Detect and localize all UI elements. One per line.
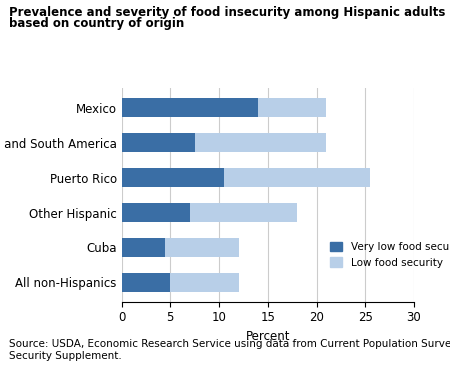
Bar [224, 168, 370, 187]
Bar [122, 203, 190, 222]
Bar [122, 98, 258, 117]
Text: based on country of origin: based on country of origin [9, 17, 184, 29]
Legend: Very low food security, Low food security: Very low food security, Low food securit… [326, 238, 450, 272]
Bar [122, 273, 170, 292]
Bar [194, 133, 326, 152]
Bar [170, 273, 238, 292]
Bar [122, 238, 166, 257]
Bar [122, 133, 194, 152]
X-axis label: Percent: Percent [246, 330, 290, 343]
Bar [190, 203, 297, 222]
Bar [166, 238, 238, 257]
Text: Prevalence and severity of food insecurity among Hispanic adults in 2011-14 diff: Prevalence and severity of food insecuri… [9, 6, 450, 18]
Text: Source: USDA, Economic Research Service using data from Current Population Surve: Source: USDA, Economic Research Service … [9, 339, 450, 361]
Bar [258, 98, 326, 117]
Bar [122, 168, 224, 187]
